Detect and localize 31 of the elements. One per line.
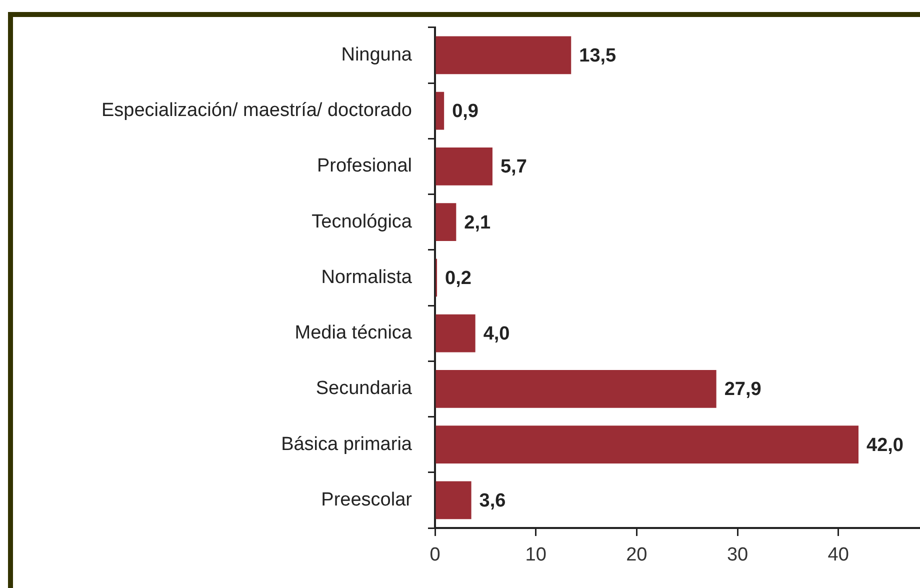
bar [436, 426, 858, 464]
y-tick-label: Media técnica [294, 322, 412, 344]
y-tick-label: Ninguna [341, 44, 412, 66]
data-label: 0,9 [452, 101, 478, 122]
y-tick-label: Normalista [321, 266, 412, 288]
y-tick-label: Preescolar [321, 489, 413, 510]
data-label: 4,0 [483, 324, 510, 345]
y-tick-label: Especialización/ maestría/ doctorado [102, 100, 412, 122]
data-label: 3,6 [479, 490, 506, 512]
data-label: 27,9 [724, 379, 762, 400]
x-tick-label: 10 [525, 544, 546, 566]
bar [436, 36, 572, 74]
y-tick-label: Básica primaria [281, 434, 412, 455]
x-tick-label: 30 [726, 544, 748, 566]
data-label: 42,0 [866, 434, 904, 456]
data-label: 0,2 [445, 268, 472, 289]
bar [436, 203, 456, 241]
bar [436, 481, 472, 520]
data-label: 5,7 [500, 156, 527, 178]
y-tick-label: Secundaria [316, 378, 412, 400]
x-tick-label: 20 [626, 544, 648, 566]
data-label: 2,1 [464, 212, 492, 234]
bar [436, 314, 476, 352]
bar [436, 148, 492, 186]
x-tick-label: 40 [828, 544, 849, 566]
bar [436, 370, 716, 408]
y-tick-label: Profesional [316, 156, 412, 177]
data-label: 13,5 [579, 45, 617, 66]
bar [436, 92, 444, 130]
y-tick-label: Tecnológica [312, 211, 412, 232]
x-tick-label: 0 [430, 544, 440, 566]
